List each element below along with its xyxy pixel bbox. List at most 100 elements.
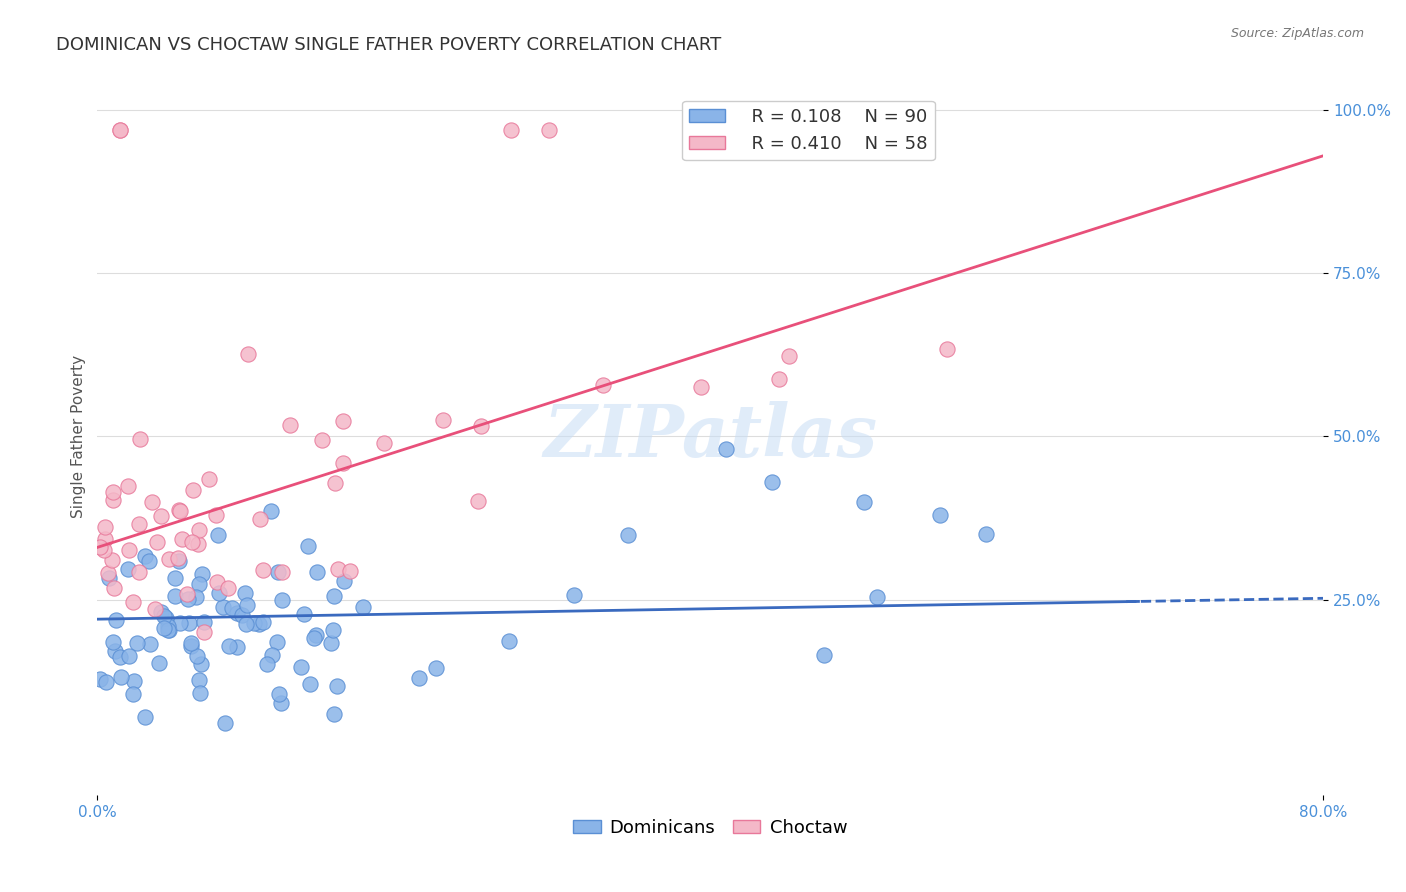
Point [205, 508, 228, 523]
Point [690, 380, 713, 394]
Point [139, 637, 162, 651]
Point [425, 661, 447, 675]
Point [373, 436, 395, 450]
Point [235, 616, 257, 631]
Point [157, 623, 180, 637]
Point [187, 537, 209, 551]
Point [238, 347, 260, 361]
Point [236, 598, 259, 612]
Point [167, 502, 190, 516]
Point [231, 608, 253, 623]
Point [177, 591, 200, 606]
Point [207, 575, 229, 590]
Point [408, 671, 430, 685]
Point [167, 551, 190, 566]
Point [323, 475, 346, 490]
Point [328, 562, 350, 576]
Point [122, 594, 145, 608]
Point [150, 509, 173, 524]
Point [177, 616, 200, 631]
Point [322, 623, 344, 637]
Point [180, 636, 202, 650]
Point [211, 600, 233, 615]
Point [270, 696, 292, 710]
Point [768, 372, 790, 386]
Point [89, 540, 111, 554]
Point [761, 475, 783, 489]
Point [249, 511, 271, 525]
Point [94, 675, 117, 690]
Point [592, 378, 614, 392]
Text: ZIPatlas: ZIPatlas [543, 401, 877, 472]
Point [249, 616, 271, 631]
Point [432, 413, 454, 427]
Point [188, 523, 211, 537]
Point [256, 657, 278, 672]
Point [97, 566, 120, 581]
Point [225, 606, 247, 620]
Point [190, 657, 212, 672]
Point [470, 419, 492, 434]
Point [270, 565, 292, 579]
Point [191, 566, 214, 581]
Point [198, 472, 221, 486]
Point [714, 442, 737, 457]
Point [187, 673, 209, 688]
Text: DOMINICAN VS CHOCTAW SINGLE FATHER POVERTY CORRELATION CHART: DOMINICAN VS CHOCTAW SINGLE FATHER POVER… [56, 36, 721, 54]
Point [101, 484, 124, 499]
Point [290, 659, 312, 673]
Point [252, 615, 274, 629]
Point [150, 605, 173, 619]
Point [94, 532, 117, 546]
Point [233, 586, 256, 600]
Point [181, 534, 204, 549]
Point [221, 601, 243, 615]
Point [156, 624, 179, 638]
Point [145, 535, 167, 549]
Point [181, 483, 204, 497]
Point [501, 122, 523, 136]
Point [101, 553, 124, 567]
Point [302, 631, 325, 645]
Point [297, 540, 319, 554]
Point [218, 640, 240, 654]
Point [134, 709, 156, 723]
Point [121, 687, 143, 701]
Text: Source: ZipAtlas.com: Source: ZipAtlas.com [1230, 27, 1364, 40]
Point [89, 672, 111, 686]
Point [305, 628, 328, 642]
Point [266, 565, 288, 579]
Point [176, 587, 198, 601]
Point [271, 593, 294, 607]
Point [104, 613, 127, 627]
Point [292, 607, 315, 621]
Point [128, 432, 150, 446]
Point [352, 600, 374, 615]
Point [94, 519, 117, 533]
Point [323, 589, 346, 603]
Point [180, 639, 202, 653]
Point [326, 680, 349, 694]
Point [93, 542, 115, 557]
Point [104, 644, 127, 658]
Point [252, 563, 274, 577]
Point [117, 562, 139, 576]
Legend: Dominicans, Choctaw: Dominicans, Choctaw [567, 812, 855, 844]
Point [208, 586, 231, 600]
Point [155, 611, 177, 625]
Point [125, 635, 148, 649]
Point [110, 670, 132, 684]
Point [267, 687, 290, 701]
Point [138, 554, 160, 568]
Point [298, 677, 321, 691]
Point [169, 615, 191, 630]
Point [467, 494, 489, 508]
Point [217, 581, 239, 595]
Point [101, 492, 124, 507]
Y-axis label: Single Father Poverty: Single Father Poverty [72, 355, 86, 518]
Point [305, 565, 328, 579]
Point [852, 494, 875, 508]
Point [778, 349, 800, 363]
Point [157, 552, 180, 566]
Point [339, 564, 361, 578]
